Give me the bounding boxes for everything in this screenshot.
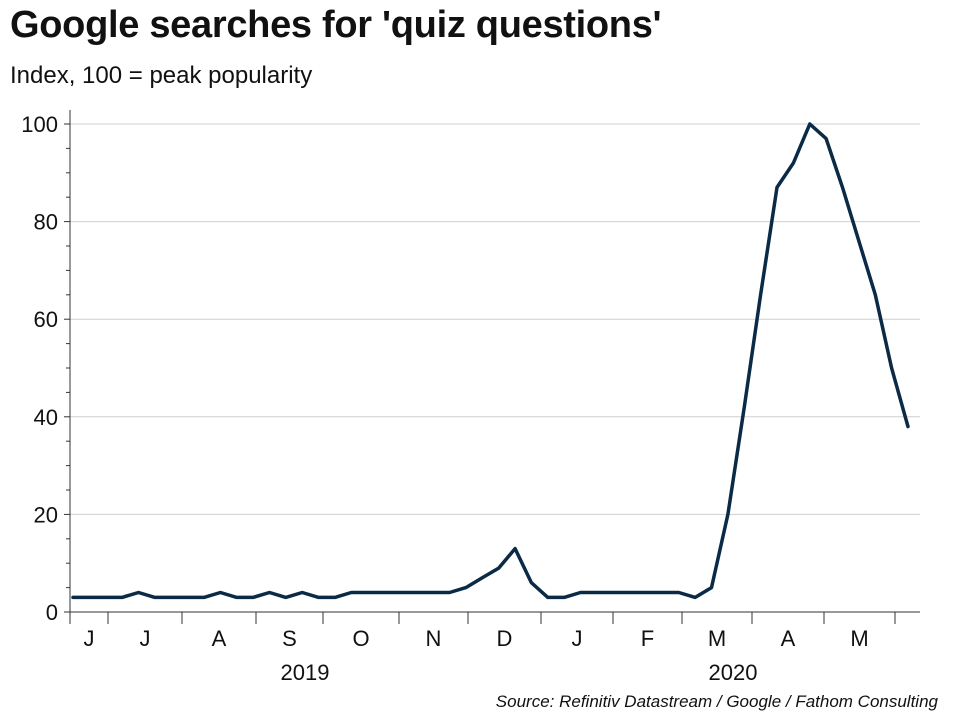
x-tick-label: M: [708, 626, 726, 651]
x-tick-label: M: [850, 626, 868, 651]
y-tick-label: 100: [21, 112, 58, 137]
chart-title: Google searches for 'quiz questions': [10, 4, 662, 46]
x-tick-label: S: [282, 626, 297, 651]
x-tick-label: O: [352, 626, 369, 651]
x-tick-label: J: [140, 626, 151, 651]
y-tick-label: 80: [34, 210, 58, 235]
x-tick-label: J: [572, 626, 583, 651]
chart-subtitle: Index, 100 = peak popularity: [10, 62, 313, 89]
x-tick-label: D: [497, 626, 513, 651]
x-tick-label: N: [426, 626, 442, 651]
year-label: 2020: [709, 660, 758, 685]
x-tick-label: J: [84, 626, 95, 651]
x-tick-label: A: [212, 626, 227, 651]
y-tick-label: 60: [34, 307, 58, 332]
x-tick-label: A: [781, 626, 796, 651]
source-note: Source: Refinitiv Datastream / Google / …: [495, 692, 938, 711]
y-tick-label: 40: [34, 405, 58, 430]
x-tick-label: F: [641, 626, 654, 651]
year-label: 2019: [281, 660, 330, 685]
y-tick-label: 0: [46, 600, 58, 625]
y-tick-label: 20: [34, 502, 58, 527]
series-line-0: [71, 122, 910, 600]
